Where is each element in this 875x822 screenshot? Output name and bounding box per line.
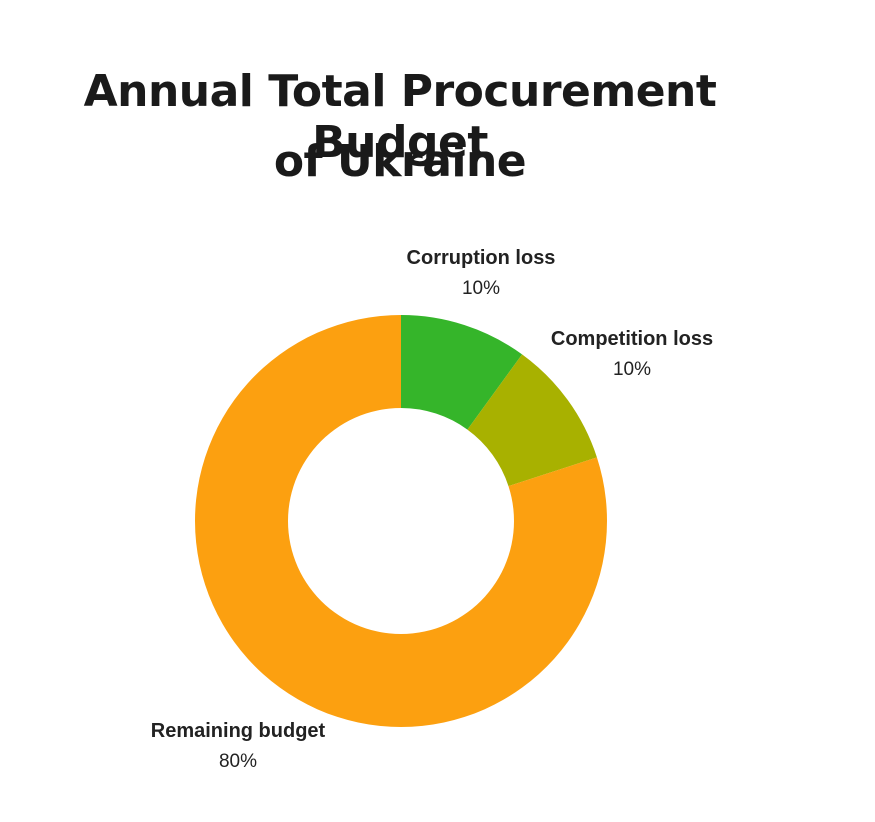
- donut-slices: [195, 315, 608, 727]
- slice-value-corruption-loss: 10%: [462, 278, 500, 299]
- slice-label-remaining-budget: Remaining budget: [151, 720, 326, 742]
- slice-value-competition-loss: 10%: [613, 359, 651, 380]
- slice-corruption-loss: [401, 315, 523, 430]
- slice-remaining-budget: [195, 315, 608, 727]
- slice-competition-loss: [467, 354, 597, 487]
- slice-labels: Corruption loss 10% Competition loss 10% Rem…: [151, 247, 713, 772]
- slice-label-competition-loss: Competition loss: [551, 328, 713, 350]
- chart-title-line-2: of Ukraine: [273, 136, 527, 187]
- slice-value-remaining-budget: 80%: [219, 751, 257, 772]
- chart-title-line-1: Annual Total Procurement Budget: [83, 66, 717, 168]
- slice-label-corruption-loss: Corruption loss: [407, 247, 556, 269]
